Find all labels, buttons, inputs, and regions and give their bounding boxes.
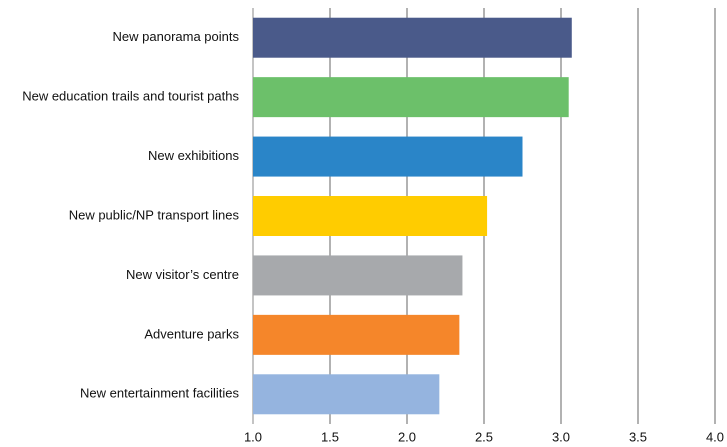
y-tick-label: New entertainment facilities (80, 386, 239, 401)
y-tick-label: New exhibitions (148, 148, 240, 163)
bar (253, 136, 523, 177)
y-tick-label: Adventure parks (144, 326, 239, 341)
bar (253, 77, 569, 118)
bar (253, 314, 460, 355)
y-tick-label: New public/NP transport lines (69, 207, 240, 222)
y-tick-label: New education trails and tourist paths (22, 89, 239, 104)
bar (253, 374, 440, 415)
x-tick-label: 3.0 (552, 429, 570, 444)
x-tick-label: 4.0 (706, 429, 724, 444)
bar (253, 196, 488, 236)
bar (253, 17, 572, 58)
y-tick-label: New panorama points (113, 29, 240, 44)
x-tick-label: 2.0 (398, 429, 416, 444)
x-tick-label: 2.5 (475, 429, 493, 444)
x-tick-label: 1.5 (321, 429, 339, 444)
bar (253, 255, 463, 296)
y-tick-label: New visitor’s centre (126, 267, 239, 282)
x-tick-label: 3.5 (629, 429, 647, 444)
x-tick-label: 1.0 (244, 429, 262, 444)
